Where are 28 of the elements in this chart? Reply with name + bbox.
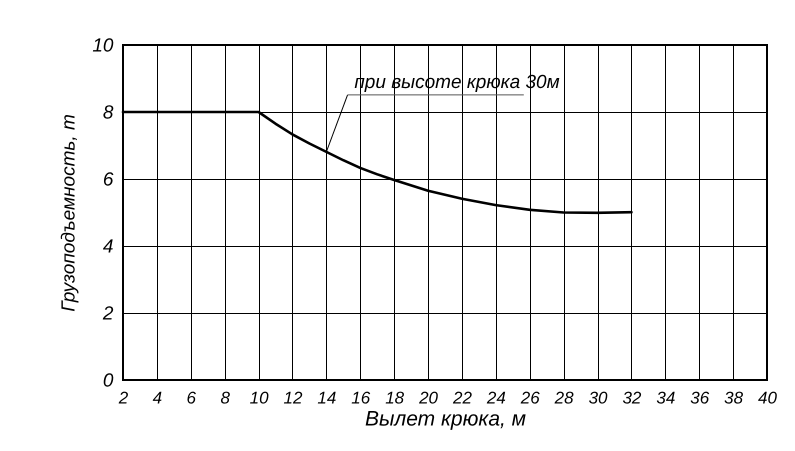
x-tick-label: 38: [724, 388, 744, 408]
y-tick-label: 8: [102, 102, 114, 124]
x-tick-label: 26: [520, 388, 540, 408]
x-tick-label: 14: [317, 388, 336, 408]
x-tick-label: 4: [152, 388, 162, 408]
y-tick-label: 4: [102, 236, 114, 258]
y-axis-title: Грузоподъемность, т: [58, 114, 80, 312]
x-tick-label: 36: [690, 388, 710, 408]
x-tick-label: 34: [656, 388, 676, 408]
x-tick-label: 22: [452, 388, 472, 408]
x-tick-label: 32: [622, 388, 642, 408]
x-tick-label: 40: [758, 388, 778, 408]
x-tick-label: 20: [418, 388, 439, 408]
y-tick-label: 0: [102, 370, 114, 392]
x-tick-label: 2: [118, 388, 129, 408]
y-tick-label: 6: [102, 170, 114, 190]
x-tick-label: 6: [186, 388, 197, 408]
y-tick-label: 10: [92, 36, 114, 56]
x-tick-label: 8: [220, 388, 230, 408]
x-tick-label: 12: [284, 388, 303, 408]
x-tick-label: 10: [250, 388, 270, 408]
x-axis-title: Вылет крюка, м: [364, 408, 526, 430]
x-tick-label: 30: [588, 388, 608, 408]
x-tick-label: 28: [554, 388, 574, 408]
x-tick-label: 24: [486, 388, 506, 408]
y-tick-label: 2: [102, 304, 114, 324]
x-tick-label: 18: [385, 388, 405, 408]
x-tick-label: 16: [351, 388, 371, 408]
